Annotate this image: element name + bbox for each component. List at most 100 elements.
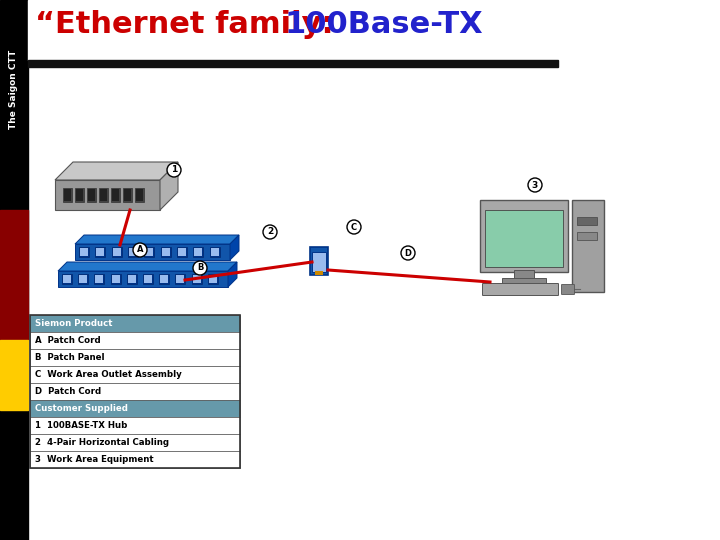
Bar bbox=[572, 200, 604, 292]
Bar bbox=[144, 275, 152, 283]
Text: 1: 1 bbox=[171, 165, 177, 174]
Bar bbox=[75, 188, 84, 202]
Bar bbox=[64, 189, 71, 201]
Bar bbox=[95, 275, 104, 283]
Bar bbox=[100, 189, 107, 201]
Polygon shape bbox=[160, 162, 178, 210]
Bar bbox=[145, 248, 153, 256]
Text: 3  Work Area Equipment: 3 Work Area Equipment bbox=[35, 455, 153, 464]
Polygon shape bbox=[58, 271, 228, 287]
Bar bbox=[30, 332, 240, 349]
Bar bbox=[128, 275, 136, 283]
Text: B  Patch Panel: B Patch Panel bbox=[35, 353, 104, 362]
Bar bbox=[111, 188, 120, 202]
Bar bbox=[211, 248, 219, 256]
Bar bbox=[30, 417, 240, 434]
Bar bbox=[208, 274, 218, 284]
Bar bbox=[144, 247, 154, 257]
Bar bbox=[28, 0, 720, 60]
Bar bbox=[30, 349, 240, 366]
Circle shape bbox=[133, 243, 147, 257]
Bar bbox=[0, 340, 28, 410]
Bar bbox=[99, 188, 108, 202]
Polygon shape bbox=[228, 262, 237, 287]
Bar bbox=[76, 189, 83, 201]
Bar bbox=[128, 247, 138, 257]
Bar bbox=[87, 188, 96, 202]
Bar bbox=[129, 248, 137, 256]
Bar bbox=[95, 247, 105, 257]
Bar bbox=[178, 248, 186, 256]
Text: A  Patch Cord: A Patch Cord bbox=[35, 336, 101, 345]
Text: D  Patch Cord: D Patch Cord bbox=[35, 387, 101, 396]
Polygon shape bbox=[75, 244, 230, 260]
Text: 1  100BASE-TX Hub: 1 100BASE-TX Hub bbox=[35, 421, 127, 430]
Bar bbox=[192, 274, 202, 284]
Bar bbox=[94, 274, 104, 284]
Text: Customer Supplied: Customer Supplied bbox=[35, 404, 128, 413]
Bar bbox=[88, 189, 95, 201]
Text: 3: 3 bbox=[532, 180, 538, 190]
Bar bbox=[124, 189, 131, 201]
Bar bbox=[162, 248, 170, 256]
Bar bbox=[80, 248, 88, 256]
Text: 2  4-Pair Horizontal Cabling: 2 4-Pair Horizontal Cabling bbox=[35, 438, 169, 447]
Text: C: C bbox=[351, 222, 357, 232]
Bar bbox=[209, 275, 217, 283]
Bar bbox=[176, 274, 186, 284]
Bar bbox=[143, 274, 153, 284]
Bar bbox=[485, 210, 563, 267]
Bar bbox=[194, 247, 203, 257]
Bar bbox=[79, 275, 87, 283]
Bar bbox=[30, 383, 240, 400]
Bar bbox=[577, 217, 597, 225]
Bar bbox=[123, 188, 132, 202]
Circle shape bbox=[263, 225, 277, 239]
Text: “Ethernet family:: “Ethernet family: bbox=[35, 10, 344, 39]
Text: 2: 2 bbox=[267, 227, 273, 237]
Bar bbox=[577, 232, 597, 240]
Bar bbox=[28, 60, 558, 67]
Bar bbox=[112, 275, 120, 283]
Bar bbox=[312, 252, 326, 272]
Text: A: A bbox=[137, 246, 143, 254]
Bar bbox=[30, 315, 240, 332]
Text: The Saigon CTT: The Saigon CTT bbox=[9, 50, 19, 129]
Text: C  Work Area Outlet Assembly: C Work Area Outlet Assembly bbox=[35, 370, 181, 379]
Bar bbox=[112, 248, 121, 256]
Bar bbox=[160, 275, 168, 283]
Bar bbox=[502, 278, 546, 285]
Bar bbox=[0, 210, 28, 340]
Bar bbox=[30, 400, 240, 417]
Bar bbox=[111, 274, 121, 284]
Circle shape bbox=[347, 220, 361, 234]
Bar bbox=[63, 188, 72, 202]
Bar bbox=[30, 366, 240, 383]
Polygon shape bbox=[55, 162, 178, 180]
Bar bbox=[193, 275, 201, 283]
Bar bbox=[79, 247, 89, 257]
FancyBboxPatch shape bbox=[482, 284, 559, 295]
Text: Siemon Product: Siemon Product bbox=[35, 319, 112, 328]
Bar bbox=[63, 275, 71, 283]
Polygon shape bbox=[55, 180, 160, 210]
Bar bbox=[127, 274, 137, 284]
Text: D: D bbox=[405, 248, 412, 258]
Bar bbox=[30, 315, 240, 468]
Bar bbox=[28, 67, 720, 540]
Bar bbox=[315, 271, 323, 275]
Bar bbox=[136, 189, 143, 201]
Circle shape bbox=[193, 261, 207, 275]
Circle shape bbox=[401, 246, 415, 260]
Bar bbox=[112, 247, 122, 257]
Bar bbox=[78, 274, 89, 284]
Bar bbox=[177, 247, 187, 257]
Bar bbox=[514, 270, 534, 280]
Circle shape bbox=[528, 178, 542, 192]
Text: 100Base-TX: 100Base-TX bbox=[285, 10, 484, 39]
Circle shape bbox=[167, 163, 181, 177]
Polygon shape bbox=[230, 235, 239, 260]
Text: B: B bbox=[197, 264, 203, 273]
Bar bbox=[30, 434, 240, 451]
Bar bbox=[30, 451, 240, 468]
